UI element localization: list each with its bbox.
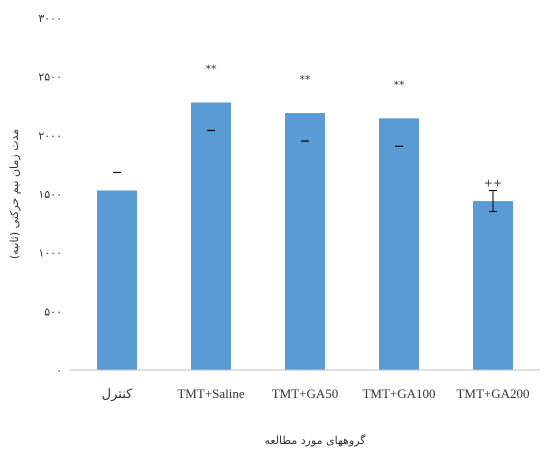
x-tick-label: TMT+Saline	[177, 386, 244, 401]
bar	[285, 113, 325, 370]
error-bars	[113, 129, 497, 213]
y-axis-ticks: ۰ ۵۰۰ ۱۰۰۰ ۱۵۰۰ ۲۰۰۰ ۲۵۰۰ ۳۰۰۰	[38, 12, 62, 377]
significance-label: **	[206, 62, 218, 75]
x-tick-label: TMT+GA50	[272, 386, 339, 401]
significance-label: **	[300, 73, 312, 86]
significance-label: **	[394, 78, 406, 91]
significance-label: ++	[484, 176, 502, 189]
annotations: ** ** ** ++	[206, 62, 503, 189]
y-tick-label: ۲۰۰۰	[38, 129, 62, 142]
bars	[97, 102, 513, 370]
bar	[191, 102, 231, 370]
y-tick-label: ۲۵۰۰	[38, 71, 62, 84]
x-tick-label: کنترل	[102, 386, 133, 402]
bar	[97, 190, 137, 370]
x-axis-ticks: کنترل TMT+Saline TMT+GA50 TMT+GA100 TMT+GA20…	[102, 386, 530, 402]
bar	[379, 118, 419, 370]
y-tick-label: ۵۰۰	[44, 305, 62, 318]
bar	[473, 201, 513, 370]
y-tick-label: ۱۰۰۰	[38, 247, 62, 260]
y-tick-label: ۰	[56, 364, 62, 377]
y-axis-label: مدت زمان نیم حرکتی (ثانیه)	[8, 129, 21, 259]
y-tick-label: ۱۵۰۰	[38, 188, 62, 201]
x-tick-label: TMT+GA200	[456, 386, 529, 401]
x-tick-label: TMT+GA100	[362, 386, 435, 401]
x-axis-label: گروههای مورد مطالعه	[264, 434, 366, 447]
y-tick-label: ۳۰۰۰	[38, 12, 62, 25]
